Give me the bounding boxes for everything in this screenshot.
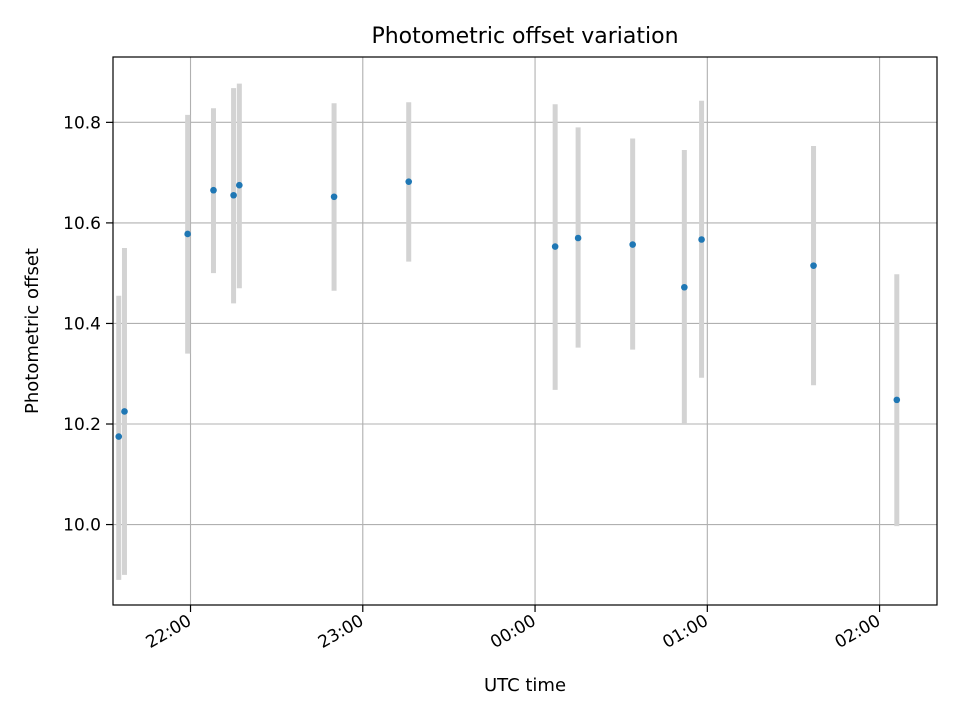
plot-frame: [112, 56, 938, 606]
y-tick-label: 10.2: [63, 415, 101, 435]
data-point: [184, 230, 191, 238]
y-axis: 10.0 10.2 10.4 10.6 10.8: [63, 113, 113, 536]
data-point: [330, 193, 338, 201]
data-point: [121, 408, 128, 415]
data-point: [810, 262, 817, 269]
data-point: [698, 236, 705, 243]
data-point: [210, 186, 217, 194]
chart-title: Photometric offset variation: [371, 24, 678, 49]
grid: [113, 57, 937, 605]
y-tick-label: 10.0: [63, 516, 101, 536]
data-point: [115, 433, 123, 440]
data-points: [115, 178, 901, 440]
data-point: [681, 283, 688, 291]
data-point: [574, 234, 582, 242]
data-point: [230, 191, 237, 199]
data-point: [551, 243, 559, 250]
data-point: [629, 241, 636, 248]
y-axis-label: Photometric offset: [22, 248, 43, 414]
plot-area: [113, 57, 937, 605]
data-point: [893, 396, 901, 404]
x-axis-label: UTC time: [484, 675, 566, 696]
y-tick-label: 10.4: [63, 314, 101, 334]
y-tick-label: 10.6: [63, 214, 101, 234]
data-point: [236, 181, 243, 189]
data-point: [405, 178, 413, 185]
y-tick-label: 10.8: [63, 113, 101, 133]
